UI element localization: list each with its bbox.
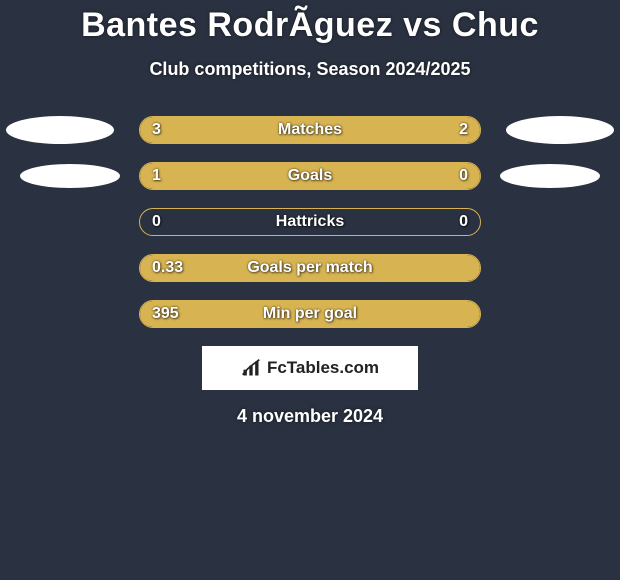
page-subtitle: Club competitions, Season 2024/2025 <box>0 59 620 80</box>
source-logo-text: FcTables.com <box>267 358 379 378</box>
stat-value-right: 0 <box>459 167 468 185</box>
stat-row: 395 Min per goal <box>0 300 620 328</box>
stat-value-left: 1 <box>152 167 161 185</box>
stat-row: 1 Goals 0 <box>0 162 620 190</box>
stat-bar-track: 0 Hattricks 0 <box>139 208 481 236</box>
stat-bar-track: 1 Goals 0 <box>139 162 481 190</box>
stat-value-right: 2 <box>459 121 468 139</box>
stat-label: Matches <box>278 121 342 139</box>
stat-label: Min per goal <box>263 305 357 323</box>
source-logo-box: FcTables.com <box>202 346 418 390</box>
stat-bar-track: 0.33 Goals per match <box>139 254 481 282</box>
bar-chart-icon <box>241 358 261 378</box>
comparison-rows: 3 Matches 2 1 Goals 0 0 Hattricks 0 <box>0 116 620 328</box>
player-avatar-placeholder-left <box>6 116 114 144</box>
stat-value-left: 0 <box>152 213 161 231</box>
player-avatar-placeholder-right <box>500 164 600 188</box>
stat-label: Hattricks <box>276 213 344 231</box>
stat-bar-track: 395 Min per goal <box>139 300 481 328</box>
stat-label: Goals per match <box>247 259 372 277</box>
stat-value-left: 0.33 <box>152 259 183 277</box>
stat-row: 3 Matches 2 <box>0 116 620 144</box>
page-title: Bantes RodrÃ­guez vs Chuc <box>0 0 620 45</box>
stat-row: 0.33 Goals per match <box>0 254 620 282</box>
stat-bar-track: 3 Matches 2 <box>139 116 481 144</box>
player-avatar-placeholder-left <box>20 164 120 188</box>
stat-bar-left-fill <box>140 163 398 189</box>
player-avatar-placeholder-right <box>506 116 614 144</box>
date-line: 4 november 2024 <box>0 406 620 427</box>
stat-row: 0 Hattricks 0 <box>0 208 620 236</box>
stat-value-right: 0 <box>459 213 468 231</box>
stat-value-left: 395 <box>152 305 179 323</box>
stat-label: Goals <box>288 167 332 185</box>
stat-value-left: 3 <box>152 121 161 139</box>
